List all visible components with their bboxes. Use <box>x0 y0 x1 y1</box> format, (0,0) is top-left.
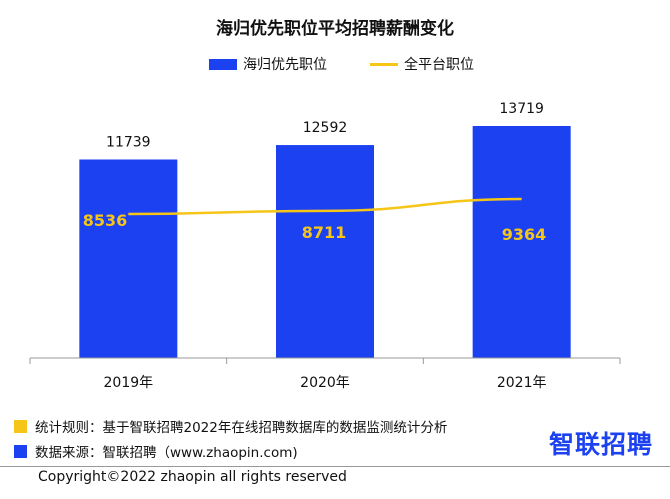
bar-value-label-1: 11739 <box>106 134 151 150</box>
footer-source-note: 数据来源：智联招聘（www.zhaopin.com) <box>14 441 298 461</box>
footer-divider <box>0 466 670 467</box>
bar-1 <box>79 159 178 358</box>
line-value-label-3: 9364 <box>502 225 547 244</box>
footer-rule-note: 统计规则：基于智联招聘2022年在线招聘数据库的数据监测统计分析 <box>14 416 447 436</box>
legend-bar-swatch <box>209 58 237 70</box>
bar-value-label-3: 13719 <box>499 101 544 117</box>
legend-item-bar: 海归优先职位 <box>209 54 327 74</box>
line-value-label-2: 8711 <box>302 223 347 242</box>
line-value-label-1: 8536 <box>83 211 128 230</box>
legend-label-line: 全平台职位 <box>404 57 474 73</box>
bar-value-label-2: 12592 <box>303 120 348 136</box>
footer-rule-text: 统计规则：基于智联招聘2022年在线招聘数据库的数据监测统计分析 <box>35 420 448 436</box>
x-tick-label-2: 2020年 <box>300 375 350 391</box>
legend-item-line: 全平台职位 <box>370 54 474 74</box>
legend: 海归优先职位 全平台职位 <box>0 54 670 74</box>
legend-line-swatch <box>370 62 398 66</box>
copyright-text: Copyright©2022 zhaopin all rights reserv… <box>38 469 347 485</box>
source-square-icon <box>14 444 27 458</box>
x-tick-label-3: 2021年 <box>497 375 547 391</box>
zhaopin-logo: 智联招聘 <box>549 430 654 459</box>
line-series-all-platform <box>128 197 522 216</box>
legend-label-bar: 海归优先职位 <box>243 57 327 73</box>
footer-source-text: 数据来源：智联招聘（www.zhaopin.com) <box>35 445 298 461</box>
chart-title: 海归优先职位平均招聘薪酬变化 <box>216 19 454 39</box>
rule-square-icon <box>14 419 27 433</box>
bar-3 <box>472 126 571 358</box>
salary-chart: 11739 12592 13719 2019年 2020年 2021年 8536 8711 93… <box>29 101 621 391</box>
bar-2 <box>276 145 374 358</box>
x-tick-label-1: 2019年 <box>104 375 154 391</box>
